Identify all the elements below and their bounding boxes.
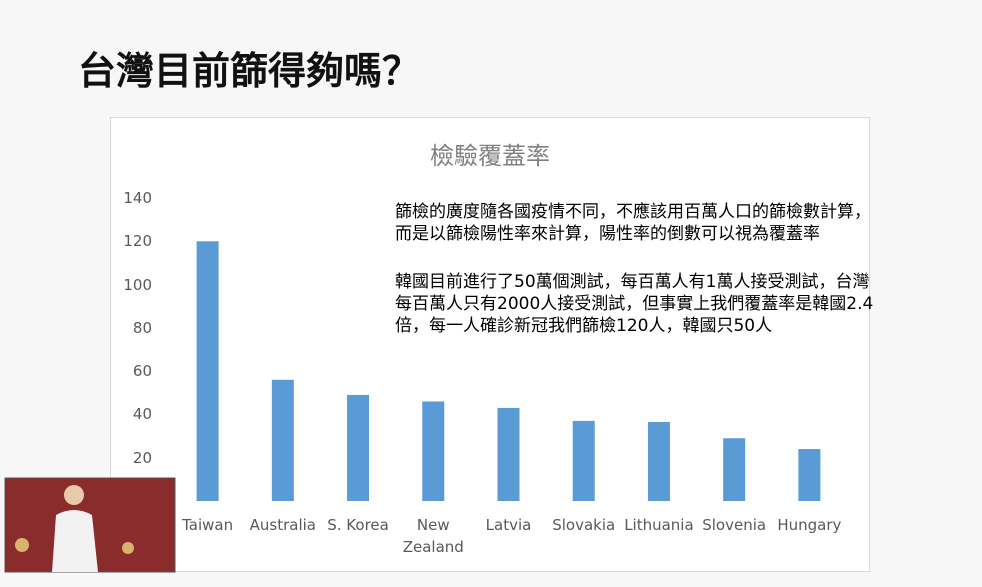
x-tick-label: S. Korea: [327, 516, 389, 534]
y-tick-label: 100: [123, 275, 152, 294]
annotation: 而是以篩檢陽性率來計算，陽性率的倒數可以視為覆蓋率: [395, 224, 820, 244]
bar: [798, 449, 821, 501]
y-tick-label: 20: [132, 448, 152, 467]
x-tick-label: Hungary: [777, 516, 842, 534]
annotation: 倍，每一人確診新冠我們篩檢120人，韓國只50人: [395, 316, 773, 336]
bar: [271, 379, 294, 501]
y-tick-label: 140: [123, 189, 152, 207]
y-tick-label: 80: [132, 318, 152, 337]
x-tick-label: Latvia: [485, 516, 532, 534]
x-tick-label: New Zealand: [402, 516, 464, 556]
bar: [497, 407, 520, 501]
bar: [723, 438, 746, 501]
bar: [422, 401, 445, 501]
bar: [647, 422, 670, 501]
x-tick-label: Lithuania: [624, 516, 694, 534]
x-tick-label: Australia: [249, 516, 316, 534]
annotation: 每百萬人只有2000人接受測試，但事實上我們覆蓋率是韓國2.4: [395, 294, 874, 314]
annotation: 韓國目前進行了50萬個測試，每百萬人有1萬人接受測試，台灣: [395, 272, 870, 292]
x-tick-label: Slovenia: [702, 516, 767, 534]
chart-title: 檢驗覆蓋率: [430, 142, 550, 170]
bar: [572, 420, 595, 501]
y-tick-label: 120: [123, 232, 152, 251]
annotation: 篩檢的廣度隨各國疫情不同，不應該用百萬人口的篩檢數計算，: [395, 202, 871, 222]
y-tick-label: 40: [132, 405, 152, 424]
y-tick-label: 60: [132, 362, 152, 381]
x-tick-label: Slovakia: [552, 516, 616, 534]
x-tick-label: Taiwan: [182, 516, 234, 534]
bar: [347, 394, 370, 501]
slide-title: 台灣目前篩得夠嗎？: [78, 49, 421, 93]
bar: [196, 241, 219, 502]
